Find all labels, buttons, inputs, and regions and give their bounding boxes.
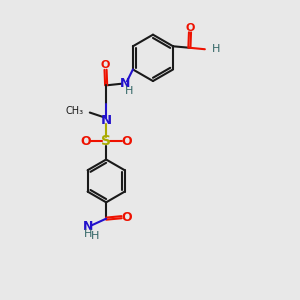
Text: O: O (101, 60, 110, 70)
Text: O: O (186, 23, 195, 33)
Text: O: O (121, 135, 132, 148)
Text: O: O (81, 135, 91, 148)
Text: N: N (82, 220, 93, 233)
Text: CH₃: CH₃ (65, 106, 83, 116)
Text: H: H (124, 86, 133, 96)
Text: N: N (119, 77, 130, 90)
Text: H: H (83, 229, 92, 239)
Text: N: N (100, 114, 112, 128)
Text: H: H (212, 44, 220, 54)
Text: H: H (91, 232, 99, 242)
Text: S: S (101, 134, 111, 148)
Text: O: O (121, 211, 132, 224)
